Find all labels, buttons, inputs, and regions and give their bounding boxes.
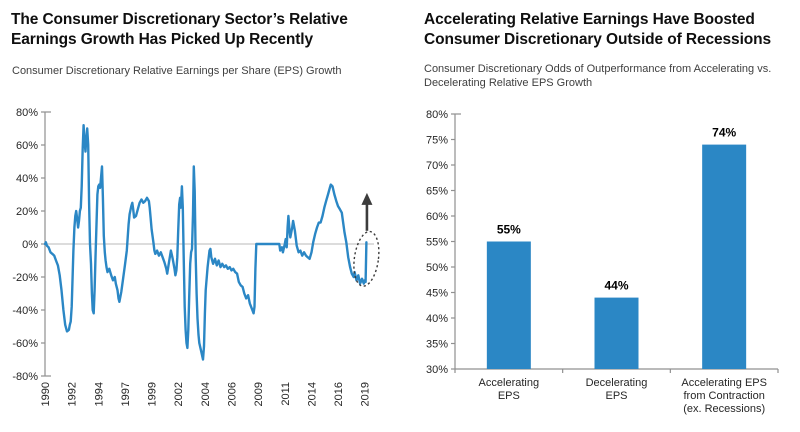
- category-label: Decelerating EPS: [586, 377, 648, 402]
- y-axis-tick-label: 55%: [426, 237, 448, 249]
- left-chart-title: The Consumer Discretionary Sector’s Rela…: [11, 10, 348, 50]
- x-axis-tick-label: 2009: [253, 382, 265, 406]
- y-axis-tick-label: 0%: [22, 239, 38, 251]
- y-axis-tick-label: 50%: [426, 262, 448, 274]
- x-axis-tick-label: 2004: [200, 382, 212, 406]
- right-chart-title-line2: Consumer Discretionary Outside of Recess…: [424, 31, 772, 48]
- x-axis-tick-label: 2019: [360, 382, 372, 406]
- x-axis-tick-label: 2006: [227, 382, 239, 406]
- y-axis-tick-label: -80%: [12, 371, 38, 383]
- y-axis-tick-label: -40%: [12, 305, 38, 317]
- x-axis-tick-label: 1994: [93, 382, 105, 406]
- y-axis-tick-label: 60%: [426, 211, 448, 223]
- y-axis-tick-label: 65%: [426, 186, 448, 198]
- bar-value-label: 55%: [497, 223, 521, 237]
- y-axis-tick-label: 80%: [426, 109, 448, 121]
- y-axis-tick-label: 70%: [426, 160, 448, 172]
- left-chart-title-line2: Earnings Growth Has Picked Up Recently: [11, 31, 313, 48]
- y-axis-tick-label: 30%: [426, 364, 448, 376]
- y-axis-tick-label: -20%: [12, 272, 38, 284]
- right-chart-title-line1: Accelerating Relative Earnings Have Boos…: [424, 11, 755, 28]
- y-axis-tick-label: -60%: [12, 338, 38, 350]
- eps-growth-line-series: [43, 124, 368, 361]
- category-label: Accelerating EPS: [479, 377, 540, 402]
- eps-growth-line-chart: 80% 60% 40% 20% 0% -20% -40% -60% -80%1990 1992 19…: [12, 107, 380, 406]
- category-label: Accelerating EPS from Contraction (ex. Rec…: [681, 377, 767, 415]
- bar-value-label: 44%: [604, 279, 628, 293]
- x-axis-tick-label: 2014: [306, 382, 318, 406]
- x-axis-tick-label: 1990: [40, 382, 52, 406]
- x-axis-tick-label: 2016: [333, 382, 345, 406]
- bar: [594, 297, 639, 369]
- recent-uptick-ellipse-annotation: [353, 230, 380, 287]
- odds-of-outperformance-bar-chart: 80% 75% 70% 65% 60% 55% 50% 45% 40% 35% 30% 55% Acce…: [426, 109, 779, 415]
- y-axis-tick-label: 40%: [426, 313, 448, 325]
- x-axis-tick-label: 2011: [280, 382, 292, 406]
- bar-value-label: 74%: [712, 126, 736, 140]
- y-axis-tick-label: 75%: [426, 135, 448, 147]
- x-axis-tick-label: 1999: [147, 382, 159, 406]
- right-chart-title: Accelerating Relative Earnings Have Boos…: [424, 10, 771, 50]
- y-axis-tick-label: 35%: [426, 339, 448, 351]
- y-axis-tick-label: 80%: [16, 107, 38, 119]
- bar: [486, 241, 531, 369]
- x-axis-tick-label: 1997: [120, 382, 132, 406]
- y-axis-tick-label: 20%: [16, 206, 38, 218]
- left-chart-subtitle: Consumer Discretionary Relative Earnings…: [12, 65, 342, 77]
- x-axis-tick-label: 2002: [173, 382, 185, 406]
- y-axis-tick-label: 45%: [426, 288, 448, 300]
- right-chart-subtitle: Consumer Discretionary Odds of Outperfor…: [424, 63, 772, 89]
- y-axis-tick-label: 60%: [16, 140, 38, 152]
- up-arrow-icon: [361, 192, 373, 205]
- left-chart-title-line1: The Consumer Discretionary Sector’s Rela…: [11, 11, 348, 28]
- bar: [702, 144, 747, 369]
- y-axis-tick-label: 40%: [16, 173, 38, 185]
- x-axis-tick-label: 1992: [67, 382, 79, 406]
